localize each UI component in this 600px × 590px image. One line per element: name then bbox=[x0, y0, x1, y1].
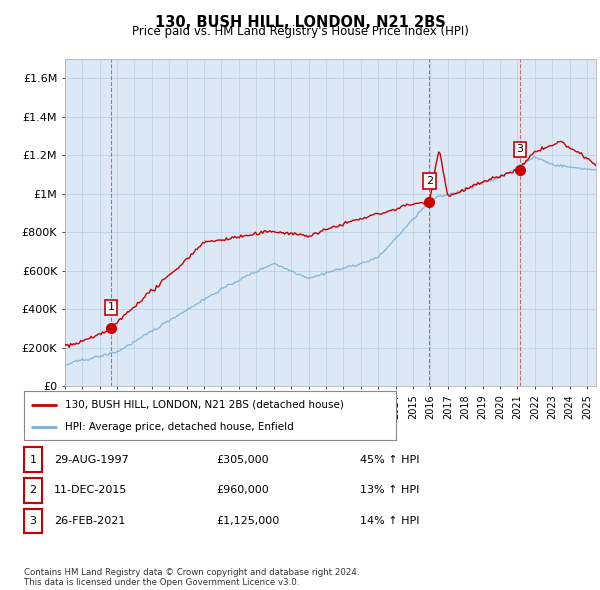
Text: Price paid vs. HM Land Registry's House Price Index (HPI): Price paid vs. HM Land Registry's House … bbox=[131, 25, 469, 38]
Text: 3: 3 bbox=[517, 145, 524, 155]
Text: 2: 2 bbox=[426, 176, 433, 186]
Text: 45% ↑ HPI: 45% ↑ HPI bbox=[360, 455, 419, 464]
Text: 13% ↑ HPI: 13% ↑ HPI bbox=[360, 486, 419, 495]
Text: 14% ↑ HPI: 14% ↑ HPI bbox=[360, 516, 419, 526]
Text: 29-AUG-1997: 29-AUG-1997 bbox=[54, 455, 129, 464]
Text: £1,125,000: £1,125,000 bbox=[216, 516, 279, 526]
Text: 26-FEB-2021: 26-FEB-2021 bbox=[54, 516, 125, 526]
Text: 130, BUSH HILL, LONDON, N21 2BS: 130, BUSH HILL, LONDON, N21 2BS bbox=[155, 15, 445, 30]
Text: £305,000: £305,000 bbox=[216, 455, 269, 464]
Text: 130, BUSH HILL, LONDON, N21 2BS (detached house): 130, BUSH HILL, LONDON, N21 2BS (detache… bbox=[65, 399, 344, 409]
Text: HPI: Average price, detached house, Enfield: HPI: Average price, detached house, Enfi… bbox=[65, 422, 293, 432]
Text: £960,000: £960,000 bbox=[216, 486, 269, 495]
Text: 1: 1 bbox=[29, 455, 37, 464]
Text: 3: 3 bbox=[29, 516, 37, 526]
Text: 1: 1 bbox=[107, 302, 115, 312]
Text: Contains HM Land Registry data © Crown copyright and database right 2024.
This d: Contains HM Land Registry data © Crown c… bbox=[24, 568, 359, 587]
Text: 2: 2 bbox=[29, 486, 37, 495]
Text: 11-DEC-2015: 11-DEC-2015 bbox=[54, 486, 127, 495]
